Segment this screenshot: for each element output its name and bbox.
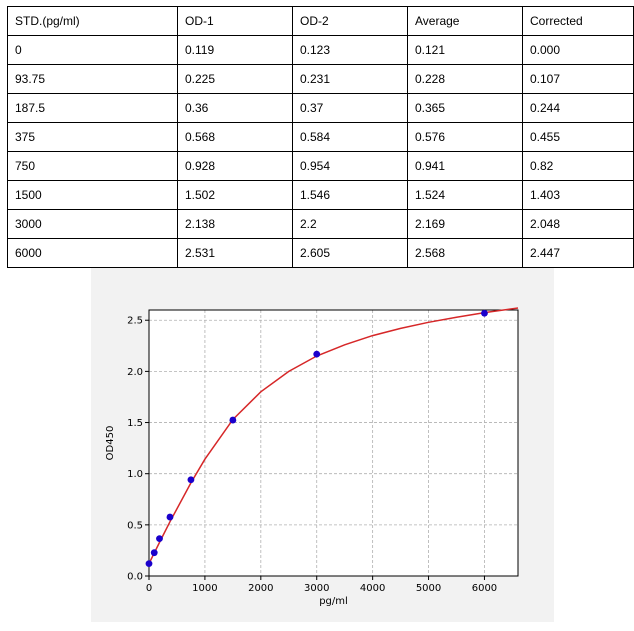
header-od2: OD-2	[292, 6, 408, 36]
data-point	[156, 535, 163, 543]
y-tick-label: 0.0	[127, 572, 143, 583]
table-cell: 0.954	[292, 151, 408, 181]
table-cell: 1.403	[522, 180, 634, 210]
standard-curve-table: STD.(pg/ml) OD-1 OD-2 Average Corrected …	[7, 6, 634, 268]
table-cell: 0.455	[522, 122, 634, 152]
data-point	[187, 476, 195, 484]
chart-svg: 0 1000 2000 3000 4000 5000 6000 0.0 0.5 1.0 1.5 2.0…	[105, 307, 519, 607]
table-cell: 0.928	[177, 151, 293, 181]
table-cell: 0.941	[407, 151, 523, 181]
data-point	[166, 513, 174, 521]
table-cell: 0.121	[407, 35, 523, 65]
table-row: 187.5 0.36 0.37 0.365 0.244	[7, 93, 634, 123]
fit-curve	[148, 307, 519, 564]
table-cell: 2.447	[522, 238, 634, 268]
plot-area	[149, 310, 518, 576]
table-cell: 2.2	[292, 209, 408, 239]
table-cell: 750	[7, 151, 178, 181]
table-cell: 187.5	[7, 93, 178, 123]
table-cell: 2.138	[177, 209, 293, 239]
data-point	[313, 350, 321, 358]
chart-panel: 0 1000 2000 3000 4000 5000 6000 0.0 0.5 1.0 1.5 2.0…	[91, 268, 554, 622]
table-cell: 6000	[7, 238, 178, 268]
table-row: 0 0.119 0.123 0.121 0.000	[7, 35, 634, 65]
table-cell: 0.576	[407, 122, 523, 152]
table-cell: 2.531	[177, 238, 293, 268]
header-od1: OD-1	[177, 6, 293, 36]
table-cell: 0.119	[177, 35, 293, 65]
table-header-row: STD.(pg/ml) OD-1 OD-2 Average Corrected	[7, 6, 634, 36]
table-cell: 3000	[7, 209, 178, 239]
x-axis-label: pg/ml	[319, 596, 348, 607]
y-tick-label: 0.5	[127, 520, 143, 531]
table-row: 750 0.928 0.954 0.941 0.82	[7, 151, 634, 181]
table-cell: 1500	[7, 180, 178, 210]
table-body: 0 0.119 0.123 0.121 0.000 93.75 0.225 0.231 0.22…	[7, 35, 634, 268]
table-cell: 0.000	[522, 35, 634, 65]
plot-frame	[148, 309, 519, 577]
data-point	[145, 560, 153, 568]
table-cell: 2.605	[292, 238, 408, 268]
table-row: 1500 1.502 1.546 1.524 1.403	[7, 180, 634, 210]
y-tick-label: 1.5	[127, 418, 143, 429]
table-cell: 0.82	[522, 151, 634, 181]
table-row: 6000 2.531 2.605 2.568 2.447	[7, 238, 634, 268]
x-tick-label: 4000	[360, 583, 385, 594]
y-tick-label: 2.5	[127, 316, 143, 327]
table-cell: 0.123	[292, 35, 408, 65]
table-cell: 1.524	[407, 180, 523, 210]
data-point	[481, 309, 488, 317]
header-corrected: Corrected	[522, 6, 634, 36]
table-cell: 0.568	[177, 122, 293, 152]
data-point	[150, 549, 158, 557]
y-tick-label: 1.0	[127, 469, 143, 480]
table-cell: 0.231	[292, 64, 408, 94]
table-cell: 0.244	[522, 93, 634, 123]
y-tick-label: 2.0	[127, 367, 143, 378]
table-row: 375 0.568 0.584 0.576 0.455	[7, 122, 634, 152]
table-row: 3000 2.138 2.2 2.169 2.048	[7, 209, 634, 239]
table-cell: 2.048	[522, 209, 634, 239]
table-cell: 0.37	[292, 93, 408, 123]
y-axis-label: OD450	[105, 426, 116, 461]
table-cell: 0.228	[407, 64, 523, 94]
x-tick-label: 0	[146, 583, 152, 594]
table-cell: 0.365	[407, 93, 523, 123]
table-cell: 0.107	[522, 64, 634, 94]
header-std: STD.(pg/ml)	[7, 6, 178, 36]
table-cell: 93.75	[7, 64, 178, 94]
table-cell: 2.568	[407, 238, 523, 268]
x-tick-label: 1000	[192, 583, 217, 594]
table-cell: 375	[7, 122, 178, 152]
table-row: 93.75 0.225 0.231 0.228 0.107	[7, 64, 634, 94]
x-tick-label: 6000	[472, 583, 497, 594]
table-cell: 0.36	[177, 93, 293, 123]
table-cell: 2.169	[407, 209, 523, 239]
header-average: Average	[407, 6, 523, 36]
x-tick-label: 3000	[304, 583, 329, 594]
table-cell: 0	[7, 35, 178, 65]
table-cell: 1.502	[177, 180, 293, 210]
table-cell: 0.584	[292, 122, 408, 152]
x-tick-label: 5000	[416, 583, 441, 594]
data-point	[229, 416, 237, 424]
table-cell: 0.225	[177, 64, 293, 94]
table-cell: 1.546	[292, 180, 408, 210]
x-tick-label: 2000	[248, 583, 273, 594]
